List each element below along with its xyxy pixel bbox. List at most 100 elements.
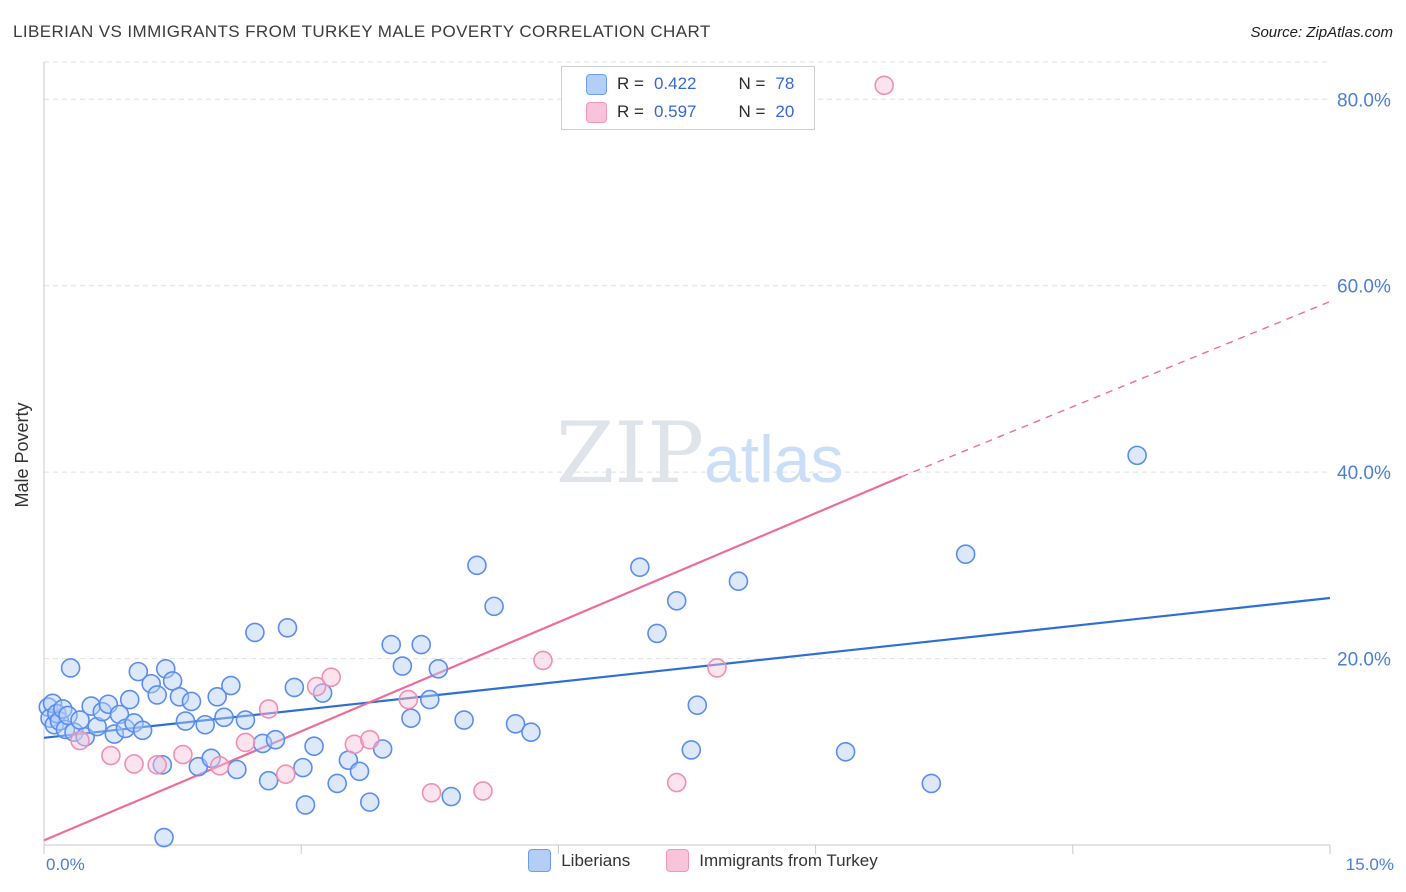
scatter-point-liberians bbox=[175, 711, 196, 731]
x-tick-label: 0.0% bbox=[46, 855, 85, 874]
scatter-point-turkey bbox=[101, 745, 121, 766]
legend-row-liberians: R = 0.422 N = 78 bbox=[586, 73, 814, 95]
scatter-point-turkey bbox=[235, 732, 256, 753]
n-label: N = bbox=[738, 74, 766, 93]
scatter-point-liberians bbox=[87, 716, 107, 737]
legend-item-liberians[interactable]: Liberians bbox=[528, 849, 630, 872]
scatter-point-liberians bbox=[505, 714, 526, 734]
source-link[interactable]: Source: ZipAtlas.com bbox=[1250, 24, 1393, 41]
r-label: R = bbox=[617, 102, 644, 121]
scatter-point-liberians bbox=[284, 677, 305, 698]
liberians-color-swatch-icon bbox=[586, 73, 607, 95]
turkey-color-swatch-icon bbox=[666, 849, 690, 872]
scatter-point-liberians bbox=[119, 689, 140, 710]
scatter-point-liberians bbox=[359, 792, 380, 812]
scatter-point-liberians bbox=[728, 571, 749, 592]
scatter-point-liberians bbox=[132, 720, 153, 741]
scatter-point-liberians bbox=[327, 773, 348, 794]
n-value: 20 bbox=[775, 102, 795, 121]
scatter-point-liberians bbox=[835, 741, 856, 762]
scatter-point-liberians bbox=[921, 773, 942, 794]
scatter-point-liberians bbox=[454, 710, 474, 730]
scatter-point-turkey bbox=[258, 699, 279, 719]
legend-label: Immigrants from Turkey bbox=[699, 850, 878, 870]
scatter-point-turkey bbox=[321, 667, 342, 688]
liberians-color-swatch-icon bbox=[528, 849, 552, 872]
r-label: R = bbox=[617, 74, 644, 93]
scatter-point-liberians bbox=[181, 691, 202, 712]
scatter-point-liberians bbox=[221, 675, 241, 696]
scatter-point-turkey bbox=[344, 734, 365, 755]
scatter-point-liberians bbox=[521, 722, 541, 743]
scatter-point-liberians bbox=[42, 693, 63, 714]
page-title: LIBERIAN VS IMMIGRANTS FROM TURKEY MALE … bbox=[13, 22, 711, 41]
scatter-point-liberians bbox=[295, 795, 316, 815]
watermark: ZIPatlas bbox=[556, 404, 844, 502]
scatter-point-turkey bbox=[124, 754, 144, 774]
y-tick-label: 60.0% bbox=[1337, 277, 1391, 298]
r-value: 0.597 bbox=[653, 102, 697, 121]
liberians-trend-line bbox=[43, 596, 1331, 739]
legend-item-turkey[interactable]: Immigrants from Turkey bbox=[666, 849, 878, 872]
scatter-point-liberians bbox=[428, 659, 449, 679]
correlation-legend-box: R = 0.422 N = 78 R = 0.597 N = 20 bbox=[561, 66, 815, 130]
scatter-point-liberians bbox=[1127, 445, 1147, 466]
scatter-point-liberians bbox=[154, 827, 174, 848]
scatter-point-liberians bbox=[381, 634, 402, 655]
scatter-point-turkey bbox=[398, 689, 419, 710]
scatter-point-turkey bbox=[707, 658, 727, 678]
scatter-point-liberians bbox=[411, 634, 432, 655]
legend-row-turkey: R = 0.597 N = 20 bbox=[586, 101, 814, 123]
scatter-point-liberians bbox=[141, 673, 161, 694]
y-tick-label: 20.0% bbox=[1337, 650, 1391, 671]
chart-header: LIBERIAN VS IMMIGRANTS FROM TURKEY MALE … bbox=[0, 0, 1406, 54]
scatter-point-liberians bbox=[647, 623, 667, 644]
n-value: 78 bbox=[775, 74, 795, 93]
scatter-point-liberians bbox=[349, 761, 370, 782]
y-axis-title: Male Poverty bbox=[12, 402, 32, 507]
r-value: 0.422 bbox=[653, 74, 697, 93]
scatter-point-liberians bbox=[681, 740, 702, 760]
scatter-point-liberians bbox=[484, 596, 504, 617]
scatter-point-liberians bbox=[207, 686, 227, 707]
scatter-point-turkey bbox=[533, 650, 553, 671]
scatter-point-turkey bbox=[70, 730, 90, 751]
scatter-point-turkey bbox=[359, 729, 380, 750]
scatter-point-liberians bbox=[401, 708, 421, 729]
scatter-point-liberians bbox=[245, 622, 265, 643]
scatter-point-turkey bbox=[306, 676, 327, 697]
scatter-point-turkey bbox=[173, 744, 193, 765]
y-tick-label: 80.0% bbox=[1337, 90, 1391, 111]
scatter-point-liberians bbox=[265, 729, 286, 750]
scatter-point-liberians bbox=[304, 736, 324, 756]
scatter-point-liberians bbox=[195, 714, 215, 735]
scatter-point-liberians bbox=[419, 689, 440, 710]
scatter-point-liberians bbox=[235, 710, 256, 730]
scatter-point-liberians bbox=[227, 759, 247, 780]
scatter-point-turkey bbox=[147, 755, 167, 775]
scatter-point-liberians bbox=[666, 590, 687, 611]
scatter-point-turkey bbox=[275, 764, 296, 784]
scatter-point-liberians bbox=[152, 755, 173, 775]
scatter-point-liberians bbox=[128, 661, 149, 682]
scatter-point-liberians bbox=[392, 656, 413, 676]
scatter-point-turkey bbox=[666, 772, 687, 793]
x-tick-label: 15.0% bbox=[1346, 855, 1394, 874]
scatter-point-liberians bbox=[169, 686, 190, 707]
n-label: N = bbox=[738, 102, 766, 121]
scatter-point-liberians bbox=[58, 705, 78, 726]
scatter-point-turkey bbox=[473, 781, 493, 801]
scatter-point-liberians bbox=[258, 770, 279, 791]
scatter-point-turkey bbox=[209, 755, 230, 776]
scatter-point-liberians bbox=[147, 685, 167, 705]
y-tick-label: 40.0% bbox=[1337, 463, 1391, 484]
scatter-point-liberians bbox=[687, 695, 708, 715]
scatter-point-liberians bbox=[155, 659, 176, 679]
scatter-point-liberians bbox=[104, 724, 125, 744]
series-legend: Liberians Immigrants from Turkey bbox=[0, 849, 1406, 872]
scatter-point-turkey bbox=[874, 75, 894, 96]
turkey-trend-line bbox=[901, 300, 1331, 478]
scatter-point-liberians bbox=[955, 544, 976, 564]
